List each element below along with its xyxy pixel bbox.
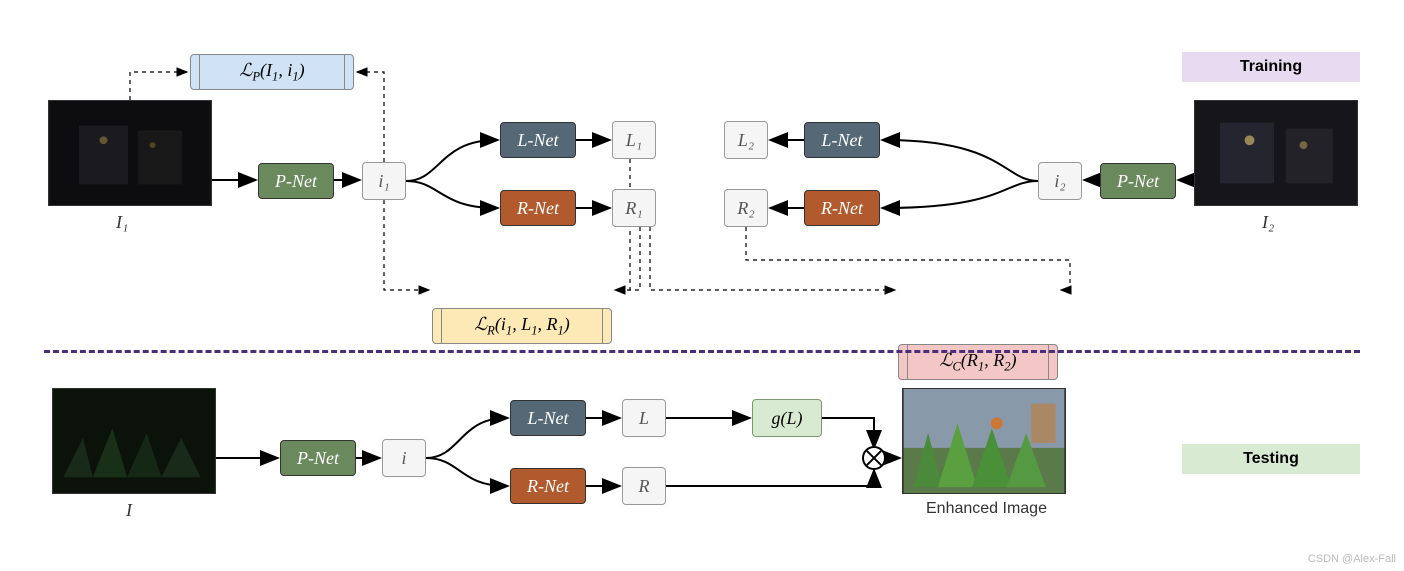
- rnet-2: R-Net: [804, 190, 880, 226]
- gL-box: g(L): [752, 399, 822, 437]
- multiply-icon: [862, 446, 886, 470]
- pnet-1: P-Net: [258, 163, 334, 199]
- loss-p: ℒP(I1, i1): [190, 54, 354, 90]
- i1-box: i₁: [362, 162, 406, 200]
- image-I2: [1194, 100, 1358, 206]
- section-divider: [44, 350, 1360, 353]
- watermark: CSDN @Alex-Fall: [1308, 553, 1396, 565]
- rnet-1: R-Net: [500, 190, 576, 226]
- testing-label: Testing: [1182, 444, 1360, 474]
- image-I1: [48, 100, 212, 206]
- lnet-1: L-Net: [500, 122, 576, 158]
- i-box: i: [382, 439, 426, 477]
- label-I: I: [126, 500, 132, 521]
- L2-box: L₂: [724, 121, 768, 159]
- training-label: Training: [1182, 52, 1360, 82]
- label-I2: I₂: [1262, 212, 1274, 233]
- R-box: R: [622, 467, 666, 505]
- L-box: L: [622, 399, 666, 437]
- pnet-2: P-Net: [1100, 163, 1176, 199]
- image-I: [52, 388, 216, 494]
- R2-box: R₂: [724, 189, 768, 227]
- R1-box: R₁: [612, 189, 656, 227]
- i2-box: i₂: [1038, 162, 1082, 200]
- label-enhanced: Enhanced Image: [926, 500, 1047, 518]
- image-enhanced: [902, 388, 1066, 494]
- loss-r: ℒR(i1, L1, R1): [432, 308, 612, 344]
- lnet-2: L-Net: [804, 122, 880, 158]
- L1-box: L₁: [612, 121, 656, 159]
- pnet-test: P-Net: [280, 440, 356, 476]
- rnet-test: R-Net: [510, 468, 586, 504]
- label-I1: I₁: [116, 212, 128, 233]
- lnet-test: L-Net: [510, 400, 586, 436]
